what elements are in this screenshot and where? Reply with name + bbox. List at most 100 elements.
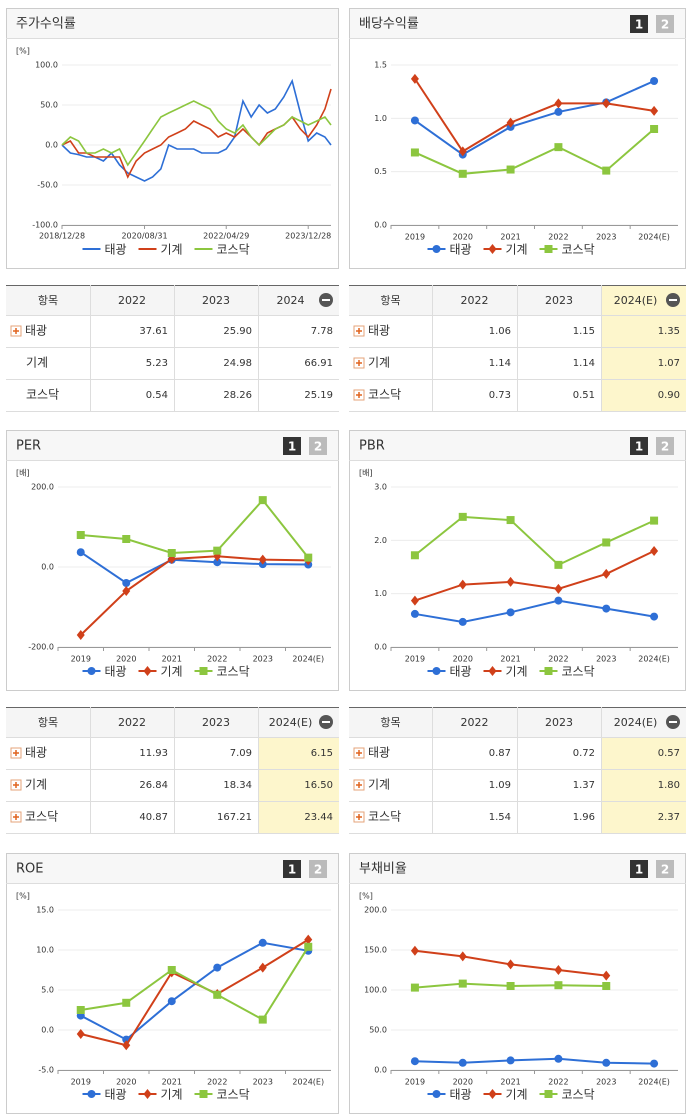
panel-title: 주가수익률	[16, 17, 76, 32]
marker	[554, 583, 563, 594]
row-label: 기계	[368, 778, 390, 792]
marker	[410, 983, 419, 992]
panel	[6, 8, 339, 269]
panel-header	[7, 854, 338, 883]
expand-icon	[13, 782, 19, 788]
row-label: 태광	[368, 746, 390, 760]
expand-icon	[13, 750, 19, 756]
series-line	[80, 555, 309, 636]
tab-label[interactable]: 2	[661, 18, 669, 32]
marker	[122, 1040, 131, 1051]
y-tick-label: 2.0	[374, 536, 387, 545]
marker	[122, 579, 131, 587]
cell-value: 25.19	[304, 390, 333, 401]
cell-value: 66.91	[304, 358, 333, 369]
x-tick-label: 2022	[548, 655, 568, 664]
tab-label[interactable]: 2	[314, 863, 322, 877]
tab-button[interactable]	[309, 860, 327, 878]
panel-header	[350, 431, 685, 460]
y-unit: [배]	[16, 469, 30, 478]
marker	[410, 73, 419, 84]
tab-button[interactable]	[630, 437, 648, 455]
legend-label: 태광	[450, 665, 472, 679]
marker	[410, 148, 419, 157]
tab-label[interactable]: 1	[635, 440, 643, 454]
marker	[167, 549, 176, 557]
panel-title: 배당수익률	[359, 17, 419, 32]
marker	[650, 125, 659, 133]
cell-value: 2.37	[658, 812, 680, 823]
tab-button[interactable]	[283, 860, 301, 878]
marker	[458, 146, 467, 157]
y-tick-label: 1.5	[374, 61, 387, 70]
tab-label[interactable]: 1	[635, 863, 643, 877]
y-tick-label: 5.0	[41, 986, 54, 995]
marker	[143, 1089, 152, 1099]
expand-icon	[356, 750, 362, 756]
tab-button[interactable]	[283, 437, 301, 455]
y-unit: [배]	[359, 469, 373, 478]
cell-value: 1.14	[573, 358, 595, 369]
tab-button[interactable]	[656, 860, 674, 878]
tab-label[interactable]: 1	[288, 863, 296, 877]
panel	[6, 853, 339, 1114]
legend-label: 태광	[105, 665, 127, 679]
marker	[602, 1058, 611, 1067]
tab-label[interactable]: 2	[314, 440, 322, 454]
cell-value: 11.93	[139, 748, 168, 759]
row-label: 태광	[25, 746, 47, 760]
marker	[458, 1058, 467, 1067]
series-line	[414, 80, 655, 156]
y-tick-label: 1.0	[374, 114, 387, 123]
tab-button[interactable]	[656, 437, 674, 455]
tab-label[interactable]: 2	[661, 863, 669, 877]
marker	[410, 551, 419, 560]
y-tick-label: 1.0	[374, 589, 387, 598]
column-header: 2022	[118, 716, 146, 729]
y-unit: [%]	[359, 892, 373, 901]
y-tick-label: 50.0	[40, 101, 58, 110]
tab-button[interactable]	[630, 860, 648, 878]
x-tick-label: 2019	[405, 233, 425, 242]
tab-button[interactable]	[630, 15, 648, 33]
marker	[650, 105, 659, 116]
marker	[488, 244, 497, 254]
tab-button[interactable]	[656, 15, 674, 33]
tab-label[interactable]: 1	[635, 18, 643, 32]
marker	[554, 98, 563, 109]
tab-label[interactable]: 1	[288, 440, 296, 454]
table-header-bg	[6, 707, 339, 737]
marker	[304, 934, 313, 945]
panel-header	[7, 9, 338, 38]
panel-header	[7, 431, 338, 460]
tab-label[interactable]: 2	[661, 440, 669, 454]
tab-button[interactable]	[309, 437, 327, 455]
expand-icon	[356, 814, 362, 820]
marker	[410, 1057, 419, 1066]
marker	[554, 107, 563, 116]
marker	[458, 979, 467, 988]
marker	[458, 579, 467, 590]
legend-label: 기계	[161, 665, 183, 679]
marker	[76, 1006, 85, 1014]
marker	[167, 966, 176, 974]
cell-value: 0.54	[146, 390, 168, 401]
y-tick-label: 0.0	[374, 221, 387, 230]
marker	[506, 608, 515, 617]
y-tick-label: 0.0	[374, 1066, 387, 1075]
marker	[258, 938, 267, 947]
column-header: 2023	[202, 716, 230, 729]
marker	[554, 143, 563, 152]
y-tick-label: -100.0	[32, 221, 58, 230]
row-label: 코스닥	[26, 388, 59, 402]
panel-header	[350, 854, 685, 883]
x-tick-label: 2022/04/29	[203, 232, 249, 241]
legend-label: 기계	[506, 243, 528, 257]
expand-icon	[356, 360, 362, 366]
x-tick-label: 2024(E)	[638, 655, 670, 664]
x-tick-label: 2023	[596, 655, 616, 664]
cell-value: 1.15	[573, 326, 595, 337]
legend-label: 기계	[161, 1088, 183, 1102]
marker	[458, 617, 467, 626]
marker	[506, 165, 515, 174]
